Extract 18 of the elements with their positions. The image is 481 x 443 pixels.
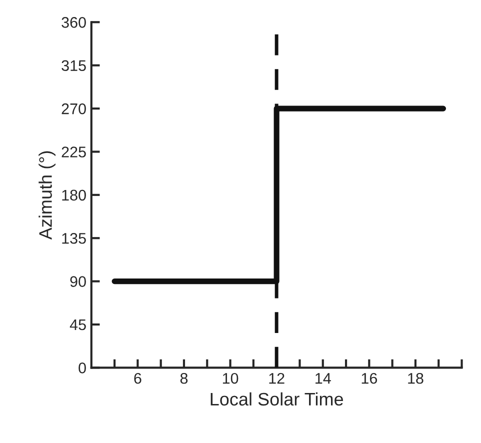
x-tick-label: 6 [134, 372, 142, 384]
x-tick-label: 18 [408, 372, 424, 384]
x-tick-label: 8 [180, 372, 188, 384]
y-tick-label: 90 [70, 276, 86, 287]
x-tick-label: 16 [362, 372, 377, 384]
x-tick-label: 14 [316, 373, 331, 384]
x-tick-label: 10 [222, 372, 238, 384]
y-tick-label: 0 [78, 362, 86, 374]
y-axis-title: Azimuth (°) [38, 151, 56, 240]
x-axis-title: Local Solar Time [210, 392, 344, 406]
y-tick-label: 315 [62, 60, 86, 72]
y-tick-label: 180 [62, 190, 86, 201]
y-tick-label: 45 [70, 320, 86, 330]
y-tick-label: 360 [62, 17, 86, 28]
x-tick-label: 12 [269, 372, 284, 384]
y-tick-label: 225 [62, 146, 86, 158]
y-tick-label: 270 [62, 103, 86, 114]
y-tick-label: 135 [62, 232, 86, 244]
